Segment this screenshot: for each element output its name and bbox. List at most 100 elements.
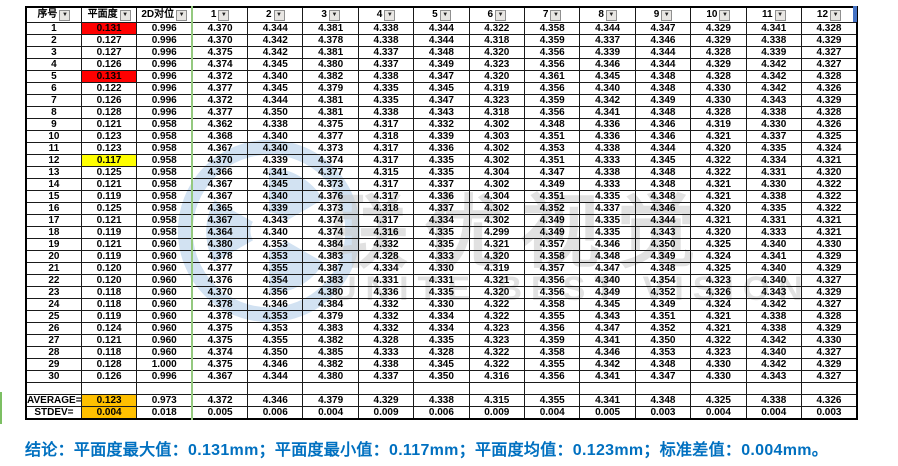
filter-dropdown-button[interactable]: ▼: [59, 9, 71, 21]
cell-value[interactable]: 4.356: [524, 82, 581, 95]
cell-value[interactable]: 4.340: [247, 70, 304, 83]
column-header-c6[interactable]: 6 ▼: [468, 6, 526, 23]
cell-seq[interactable]: 28: [25, 346, 82, 359]
cell-value[interactable]: 4.344: [634, 58, 692, 71]
cell-empty[interactable]: [191, 382, 249, 395]
cell-empty[interactable]: [800, 382, 858, 395]
cell-value[interactable]: 4.330: [413, 298, 470, 311]
cell-value[interactable]: 4.320: [468, 70, 526, 83]
cell-value[interactable]: 4.317: [357, 118, 415, 131]
cell-value[interactable]: 4.328: [800, 106, 858, 119]
column-header-c1[interactable]: 1 ▼: [191, 6, 249, 23]
cell-value[interactable]: 4.353: [247, 238, 304, 251]
cell-flatness[interactable]: 0.117: [80, 154, 138, 167]
cell-value[interactable]: 4.381: [302, 22, 359, 35]
cell-value[interactable]: 4.321: [690, 322, 747, 335]
cell-value[interactable]: 4.325: [690, 262, 747, 275]
cell-value[interactable]: 4.337: [745, 130, 802, 143]
cell-value[interactable]: 4.302: [468, 214, 526, 227]
cell-value[interactable]: 4.345: [413, 82, 470, 95]
cell-value[interactable]: 4.322: [690, 334, 747, 347]
cell-align2d[interactable]: 0.958: [136, 118, 194, 131]
cell-value[interactable]: 4.320: [690, 142, 747, 155]
cell-value[interactable]: 4.333: [579, 154, 636, 167]
cell-value[interactable]: 4.315: [357, 166, 415, 179]
cell-value[interactable]: 4.384: [302, 298, 359, 311]
cell-value[interactable]: 4.318: [357, 202, 415, 215]
cell-value[interactable]: 4.329: [800, 322, 858, 335]
column-header-c2[interactable]: 2 ▼: [247, 6, 304, 23]
cell-value[interactable]: 4.320: [690, 202, 747, 215]
cell-value[interactable]: 4.330: [745, 178, 802, 191]
cell-value[interactable]: 4.321: [468, 238, 526, 251]
cell-value[interactable]: 4.331: [745, 166, 802, 179]
cell-value[interactable]: 4.340: [247, 130, 304, 143]
cell-value[interactable]: 4.335: [357, 82, 415, 95]
cell-value[interactable]: 4.348: [634, 394, 692, 407]
cell-value[interactable]: 4.367: [191, 142, 249, 155]
cell-value[interactable]: 4.356: [524, 286, 581, 299]
cell-value[interactable]: 4.321: [800, 226, 858, 239]
cell-value[interactable]: 4.344: [634, 214, 692, 227]
cell-value[interactable]: 0.004: [745, 406, 802, 420]
cell-value[interactable]: 4.336: [413, 190, 470, 203]
cell-flatness[interactable]: 0.123: [80, 142, 138, 155]
cell-value[interactable]: 4.349: [634, 298, 692, 311]
cell-value[interactable]: 4.339: [745, 46, 802, 59]
cell-value[interactable]: 4.372: [191, 70, 249, 83]
cell-value[interactable]: 4.322: [468, 22, 526, 35]
cell-seq[interactable]: 1: [25, 22, 82, 35]
cell-value[interactable]: 4.367: [191, 370, 249, 383]
cell-align2d[interactable]: 0.958: [136, 190, 194, 203]
cell-align2d[interactable]: 0.960: [136, 346, 194, 359]
cell-flatness[interactable]: 0.121: [80, 214, 138, 227]
cell-value[interactable]: 4.329: [800, 358, 858, 371]
cell-value[interactable]: 4.303: [468, 130, 526, 143]
cell-value[interactable]: 4.329: [690, 22, 747, 35]
cell-value[interactable]: 4.323: [690, 274, 747, 287]
cell-empty[interactable]: [247, 382, 304, 395]
cell-value[interactable]: 4.341: [579, 106, 636, 119]
cell-value[interactable]: 4.352: [524, 202, 581, 215]
cell-value[interactable]: 4.322: [468, 346, 526, 359]
column-header-c10[interactable]: 10 ▼: [690, 6, 747, 23]
cell-value[interactable]: 4.329: [357, 394, 415, 407]
cell-value[interactable]: 4.373: [302, 142, 359, 155]
cell-value[interactable]: 4.327: [800, 46, 858, 59]
cell-value[interactable]: 4.334: [413, 310, 470, 323]
cell-align2d[interactable]: 0.996: [136, 94, 194, 107]
cell-value[interactable]: 4.348: [634, 358, 692, 371]
cell-value[interactable]: 4.347: [413, 94, 470, 107]
cell-value[interactable]: 4.335: [413, 286, 470, 299]
cell-value[interactable]: 4.337: [413, 178, 470, 191]
cell-value[interactable]: 4.328: [357, 334, 415, 347]
cell-flatness[interactable]: 0.121: [80, 178, 138, 191]
cell-value[interactable]: 4.349: [524, 178, 581, 191]
cell-value[interactable]: 4.348: [634, 82, 692, 95]
cell-value[interactable]: 4.338: [357, 358, 415, 371]
cell-align2d[interactable]: 0.996: [136, 82, 194, 95]
cell-value[interactable]: 4.337: [357, 46, 415, 59]
cell-value[interactable]: 4.383: [302, 250, 359, 263]
cell-value[interactable]: 4.323: [468, 322, 526, 335]
cell-value[interactable]: 4.320: [800, 166, 858, 179]
cell-value[interactable]: 4.338: [357, 22, 415, 35]
cell-value[interactable]: 4.380: [302, 58, 359, 71]
cell-flatness[interactable]: 0.123: [80, 130, 138, 143]
cell-value[interactable]: 4.349: [634, 94, 692, 107]
cell-value[interactable]: 4.342: [247, 34, 304, 47]
cell-value[interactable]: 4.334: [357, 262, 415, 275]
cell-value[interactable]: 4.330: [800, 334, 858, 347]
cell-value[interactable]: 4.318: [468, 34, 526, 47]
cell-value[interactable]: 4.380: [302, 286, 359, 299]
column-header-seq[interactable]: 序号 ▼: [25, 6, 82, 23]
cell-value[interactable]: 4.384: [302, 238, 359, 251]
cell-value[interactable]: 4.377: [302, 130, 359, 143]
cell-value[interactable]: 4.380: [302, 370, 359, 383]
filter-dropdown-button[interactable]: ▼: [384, 9, 396, 21]
cell-value[interactable]: 4.346: [634, 34, 692, 47]
cell-value[interactable]: 4.341: [247, 166, 304, 179]
cell-value[interactable]: 4.383: [302, 322, 359, 335]
cell-align2d[interactable]: 0.958: [136, 202, 194, 215]
cell-value[interactable]: 4.338: [745, 106, 802, 119]
